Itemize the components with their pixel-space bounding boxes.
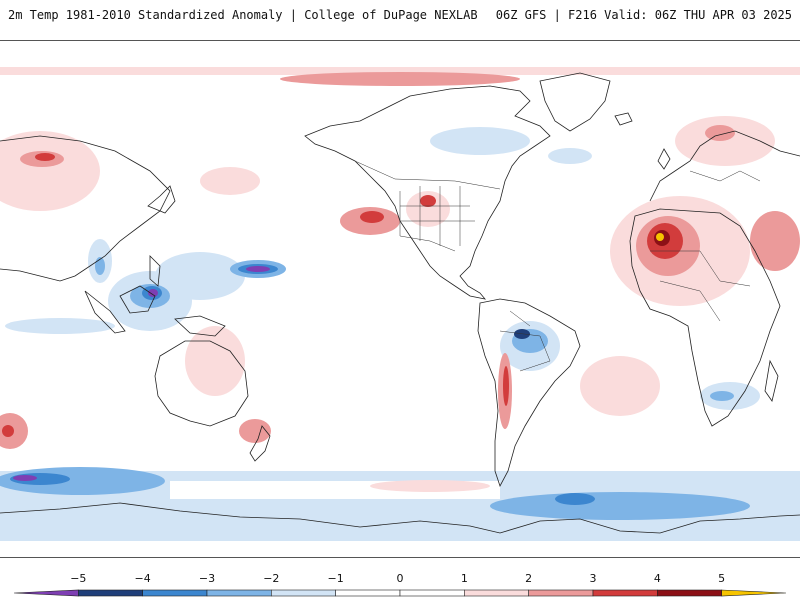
anomaly-region-europe-warm bbox=[675, 116, 775, 166]
anomaly-region-nz-warm bbox=[239, 419, 271, 443]
colorbar-tick-label: 1 bbox=[461, 572, 468, 585]
model-run-valid-time: 06Z GFS | F216 Valid: 06Z THU APR 03 202… bbox=[495, 8, 792, 22]
anomaly-region-usw-warm-2 bbox=[420, 195, 436, 207]
border-us-mexico bbox=[399, 235, 456, 252]
anomaly-region-australia-warm bbox=[185, 326, 245, 396]
coastline-uk bbox=[657, 148, 671, 170]
colorbar-bin bbox=[13, 589, 79, 597]
colorbar-bin bbox=[78, 589, 143, 597]
border-africa bbox=[650, 250, 751, 322]
anomaly-region-indian-warm-2 bbox=[2, 425, 14, 437]
colorbar-bin bbox=[271, 589, 336, 597]
anomaly-shading bbox=[0, 67, 800, 541]
coastline-north-america bbox=[304, 85, 551, 300]
coastline-africa bbox=[629, 208, 781, 427]
anomaly-region-asia-warm-3 bbox=[35, 153, 55, 161]
coastline-new-guinea bbox=[174, 315, 226, 337]
colorbar-tick-label: 3 bbox=[590, 572, 597, 585]
colorbar-bin bbox=[528, 589, 594, 597]
colorbar-svg: −5 −4 −3 −2 −1 0 1 2 3 4 5 bbox=[13, 572, 787, 597]
colorbar-bin bbox=[142, 589, 208, 597]
colorbar-bin bbox=[335, 589, 401, 597]
coastline-iceland bbox=[614, 112, 633, 126]
coastline-south-america bbox=[477, 298, 581, 488]
colorbar-bin bbox=[206, 589, 272, 597]
colorbar-bin bbox=[399, 589, 465, 597]
colorbar-tick-label: −2 bbox=[263, 572, 279, 585]
coastline-madagascar bbox=[764, 359, 779, 402]
border-us-states-grid bbox=[399, 186, 475, 246]
anomaly-region-mideast-warm bbox=[750, 211, 800, 271]
colorbar-tick-label: 4 bbox=[654, 572, 661, 585]
coastline-greenland bbox=[539, 72, 611, 132]
anomaly-region-indian-cool bbox=[5, 318, 115, 334]
map-title: 2m Temp 1981-2010 Standardized Anomaly |… bbox=[8, 8, 478, 22]
anomaly-region-antarctic-warm bbox=[370, 480, 490, 492]
anomaly-region-satl-warm bbox=[580, 356, 660, 416]
anomaly-region-indonesia-cool-4 bbox=[148, 289, 158, 297]
anomaly-region-antarctic-cool-e bbox=[490, 492, 750, 520]
anomaly-region-arctic-warm-2 bbox=[280, 72, 520, 86]
colorbar-tick-label: 0 bbox=[397, 572, 404, 585]
anomaly-region-europe-warm-2 bbox=[705, 125, 735, 141]
coastline-sumatra bbox=[84, 290, 126, 334]
colorbar-tick-label: 2 bbox=[525, 572, 532, 585]
header: 2m Temp 1981-2010 Standardized Anomaly |… bbox=[0, 0, 800, 32]
anomaly-region-antarctic-cool-e2 bbox=[555, 493, 595, 505]
coastline-australia bbox=[154, 340, 249, 427]
anomaly-map[interactable] bbox=[0, 40, 800, 558]
border-us-canada bbox=[354, 160, 501, 190]
colorbar-tick-label: −5 bbox=[70, 572, 86, 585]
colorbar-bin bbox=[657, 589, 722, 597]
anomaly-region-usw-warm bbox=[406, 191, 450, 227]
anomaly-region-safrica-cool-2 bbox=[710, 391, 734, 401]
colorbar-bin bbox=[464, 589, 529, 597]
anomaly-region-nafrica-warm-5 bbox=[656, 233, 664, 241]
colorbar: −5 −4 −3 −2 −1 0 1 2 3 4 5 bbox=[0, 566, 800, 600]
political-borders bbox=[354, 160, 761, 372]
colorbar-bin bbox=[592, 589, 658, 597]
coastline-antarctica bbox=[0, 502, 800, 534]
coastlines bbox=[0, 72, 800, 534]
colorbar-tick-label: 5 bbox=[718, 572, 725, 585]
anomaly-region-atlantic-cool bbox=[548, 148, 592, 164]
colorbar-tick-label: −1 bbox=[328, 572, 344, 585]
map-svg bbox=[0, 67, 800, 541]
anomaly-region-canada-cool bbox=[430, 127, 530, 155]
coastline-borneo bbox=[119, 285, 156, 314]
anomaly-region-antarctic-cool-w3 bbox=[13, 475, 37, 481]
border-europe bbox=[689, 170, 761, 182]
colorbar-tick-label: −3 bbox=[199, 572, 215, 585]
coastline-europe bbox=[649, 130, 800, 202]
anomaly-region-arctic-warm bbox=[0, 67, 800, 75]
anomaly-region-tpac-cool-4 bbox=[246, 266, 270, 272]
coastline-philippines bbox=[149, 255, 161, 287]
anomaly-region-southasia-cool-2 bbox=[95, 257, 105, 275]
border-south-america bbox=[499, 310, 551, 372]
anomaly-region-npac-warm bbox=[200, 167, 260, 195]
colorbar-tick-label: −4 bbox=[135, 572, 151, 585]
colorbar-bin bbox=[721, 589, 787, 597]
coastline-new-zealand bbox=[249, 425, 271, 462]
anomaly-region-asia-warm bbox=[0, 131, 100, 211]
anomaly-region-npac-warm-3 bbox=[360, 211, 384, 223]
anomaly-region-andes-warm-2 bbox=[503, 366, 509, 406]
coastline-east-asia bbox=[0, 135, 171, 282]
coastline-japan bbox=[147, 185, 176, 214]
